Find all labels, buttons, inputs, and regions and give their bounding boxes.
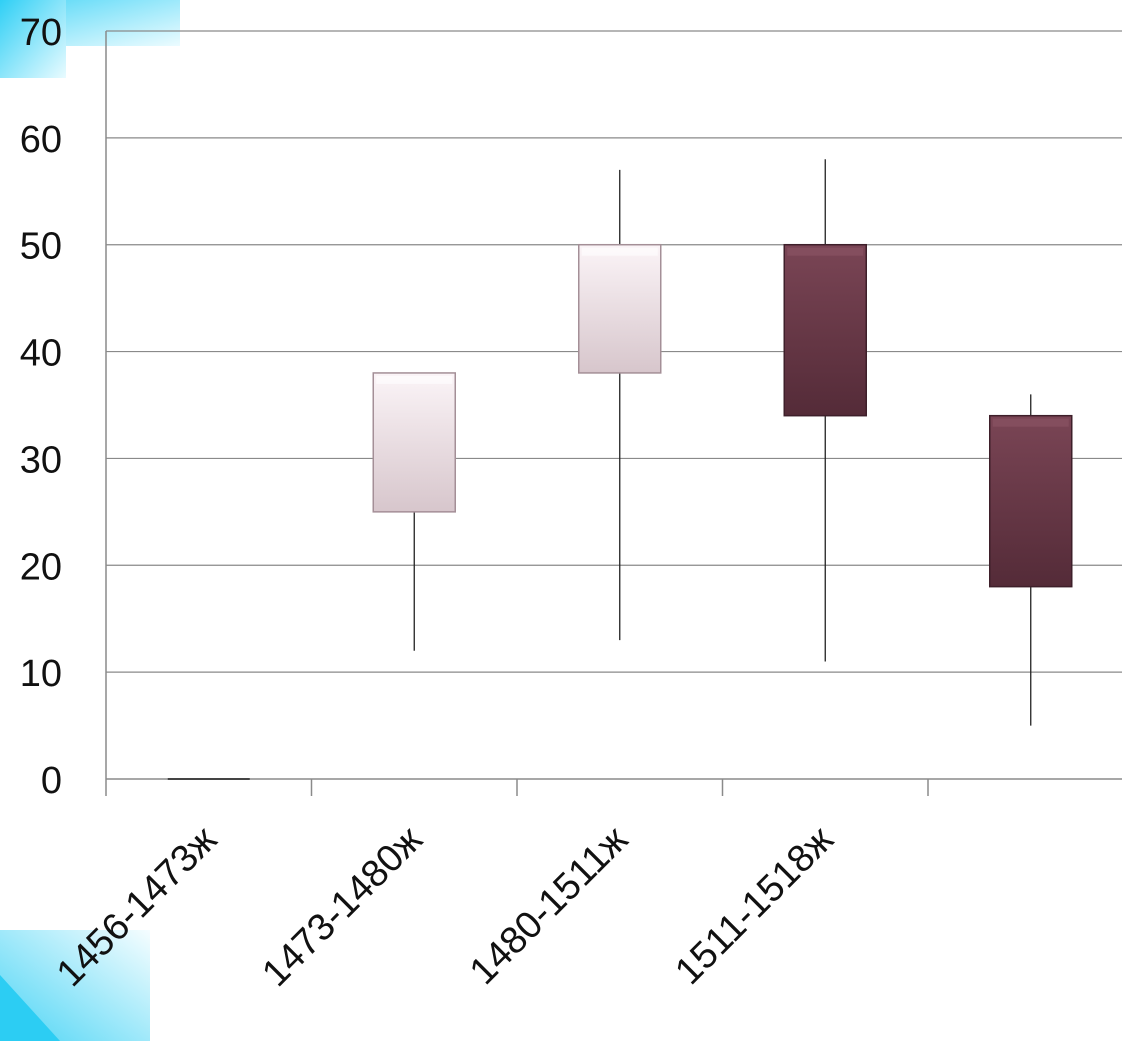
x-tick-label: 1511-1518ж: [667, 818, 842, 993]
axis-layer: [105, 31, 1122, 796]
y-tick-label: 0: [41, 760, 62, 802]
candle-body-down: [783, 243, 867, 417]
x-tick-label: 1480-1511ж: [462, 818, 637, 993]
candle-body-down: [989, 414, 1073, 588]
y-tick-label: 20: [20, 546, 62, 588]
y-tick-label: 30: [20, 439, 62, 481]
y-tick-label: 60: [20, 119, 62, 161]
candle-bevel: [992, 418, 1069, 427]
candle-bevel: [581, 247, 658, 256]
y-tick-label: 70: [20, 12, 62, 54]
candle-bevel: [376, 375, 453, 384]
candle-layer: [167, 159, 1073, 780]
x-tick-label: 1473-1480ж: [254, 818, 431, 995]
candle-body-up: [578, 243, 662, 374]
corner-accent-top: [0, 0, 180, 78]
corner-accent-bottom: [0, 930, 150, 1041]
y-tick-label: 40: [20, 333, 62, 375]
y-tick-label: 50: [20, 226, 62, 268]
candle-bevel: [787, 247, 864, 256]
candle-body-up: [372, 372, 456, 513]
y-tick-label: 10: [20, 653, 62, 695]
